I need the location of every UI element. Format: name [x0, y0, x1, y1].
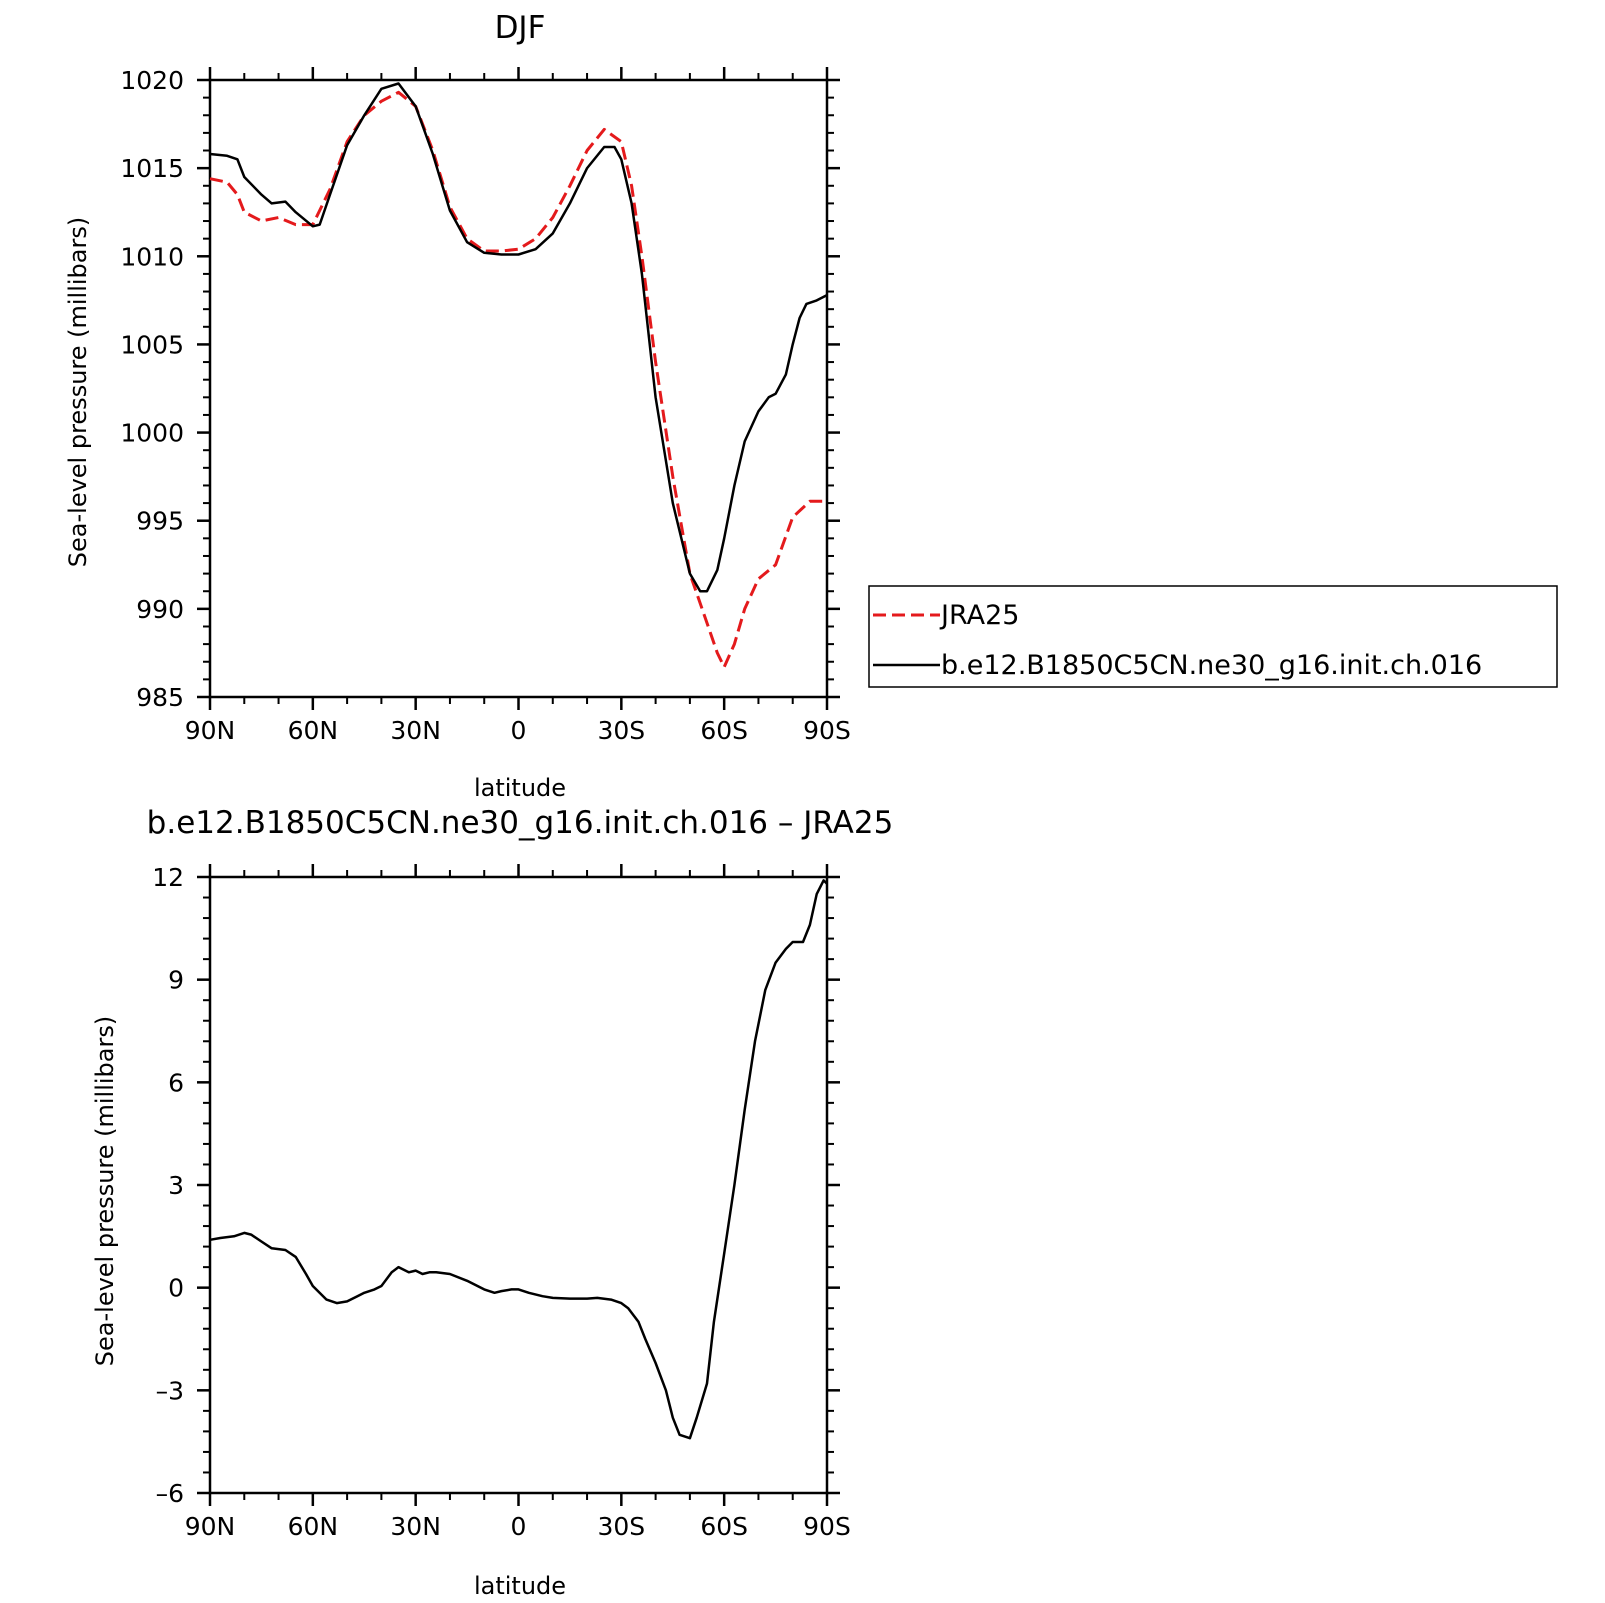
y-tick-label: 6	[168, 1068, 184, 1097]
x-tick-label: 30N	[390, 716, 441, 745]
y-tick-label: 985	[136, 683, 184, 712]
bottom-panel-marks: 90N 60N 30N 0 30S 60S 90S –6 –3 0 3 6 9 12	[152, 863, 851, 1541]
series-line-0	[209, 879, 828, 1440]
top-panel-title: DJF	[495, 10, 546, 46]
y-tick-label: 1015	[120, 154, 184, 183]
top-panel: DJF 90N 60N 30N 0 30S 60S 90S 985 990 995 1000 1005…	[64, 10, 851, 802]
x-tick-label: 60S	[700, 716, 748, 745]
y-tick-label: 0	[168, 1274, 184, 1303]
x-tick-label: 90N	[185, 1512, 236, 1541]
x-tick-label: 0	[511, 716, 527, 745]
bottom-panel-title: b.e12.B1850C5CN.ne30_g16.init.ch.016 – J…	[147, 805, 894, 841]
x-tick-label: 30N	[390, 1512, 441, 1541]
legend: JRA25 b.e12.B1850C5CN.ne30_g16.init.ch.0…	[868, 585, 1558, 688]
x-tick-label: 90N	[185, 716, 236, 745]
x-tick-label: 0	[511, 1512, 527, 1541]
legend-label-jra25: JRA25	[939, 600, 1019, 631]
y-tick-label: 990	[136, 595, 184, 624]
x-tick-label: 90S	[803, 716, 851, 745]
x-tick-label: 30S	[597, 1512, 645, 1541]
y-tick-label: 1020	[120, 66, 184, 95]
top-panel-xlabel: latitude	[474, 774, 566, 802]
y-tick-label: 995	[136, 507, 184, 536]
top-panel-ylabel: Sea-level pressure (millibars)	[64, 217, 92, 567]
x-tick-label: 60S	[700, 1512, 748, 1541]
series-line-1	[209, 82, 828, 593]
x-tick-label: 60N	[288, 716, 339, 745]
bottom-panel-xlabel: latitude	[474, 1572, 566, 1600]
y-tick-label: 1005	[120, 330, 184, 359]
top-panel-marks: 90N 60N 30N 0 30S 60S 90S 985 990 995 1000 1005 1010…	[120, 66, 850, 745]
bottom-panel: b.e12.B1850C5CN.ne30_g16.init.ch.016 – J…	[91, 805, 893, 1600]
y-tick-label: 1010	[120, 242, 184, 271]
legend-box	[868, 585, 1558, 688]
y-tick-label: 3	[168, 1171, 184, 1200]
y-tick-label: 9	[168, 966, 184, 995]
y-tick-label: –3	[156, 1376, 184, 1405]
series-line-0	[209, 90, 827, 669]
plot-frame	[208, 78, 829, 699]
legend-label-model: b.e12.B1850C5CN.ne30_g16.init.ch.016	[941, 650, 1482, 681]
x-tick-label: 60N	[288, 1512, 339, 1541]
x-tick-label: 30S	[597, 716, 645, 745]
x-tick-label: 90S	[803, 1512, 851, 1541]
bottom-panel-ylabel: Sea-level pressure (millibars)	[91, 1016, 119, 1366]
y-tick-label: 1000	[120, 419, 184, 448]
y-tick-label: 12	[152, 863, 184, 892]
y-tick-label: –6	[156, 1479, 184, 1508]
